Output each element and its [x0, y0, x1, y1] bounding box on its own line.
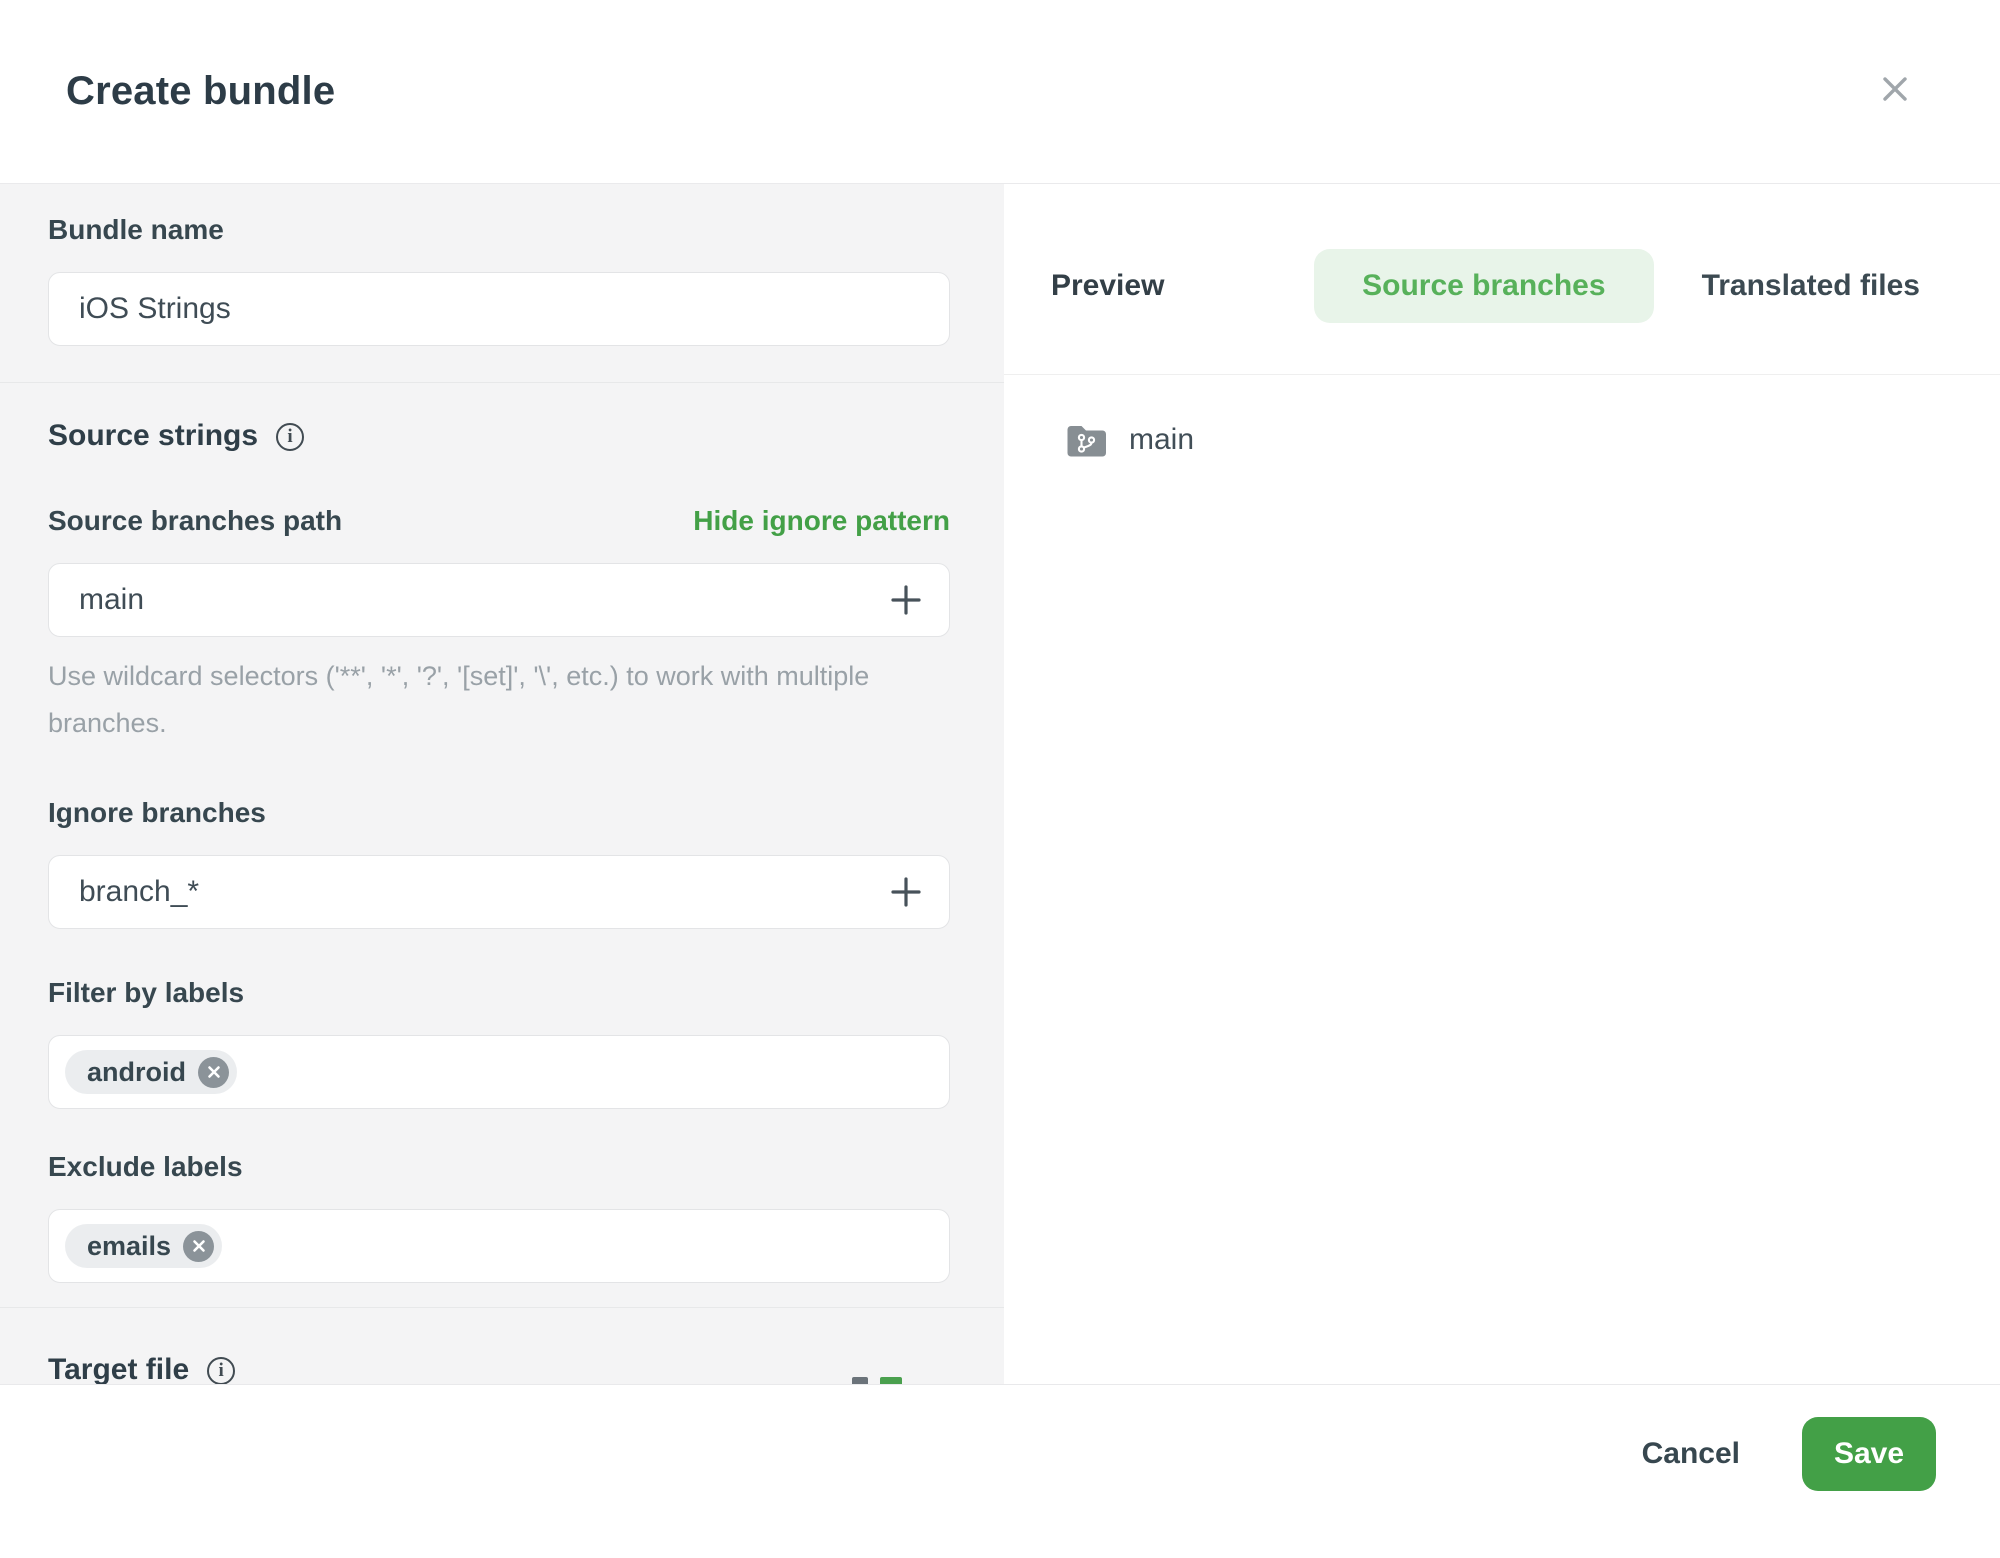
x-icon [207, 1065, 221, 1079]
add-source-branch-button[interactable] [884, 578, 928, 622]
chip-text: emails [87, 1230, 172, 1261]
remove-android-label-button[interactable] [198, 1056, 229, 1088]
modal-title: Create bundle [66, 69, 336, 113]
target-file-info-icon[interactable]: i [207, 1357, 236, 1384]
source-branches-path-label: Source branches path [48, 505, 343, 536]
modal-body: Bundle name Source strings i Source bran… [0, 184, 2000, 1385]
chip-text: android [87, 1056, 186, 1087]
preview-title: Preview [1051, 269, 1165, 302]
bundle-name-section: Bundle name [0, 184, 1004, 382]
source-strings-heading: Source strings [48, 419, 259, 452]
close-button[interactable] [1876, 70, 1914, 108]
modal-footer: Cancel Save [0, 1385, 2000, 1558]
source-strings-info-icon[interactable]: i [276, 423, 305, 451]
wildcard-help-text: Use wildcard selectors ('**', '*', '?', … [48, 661, 870, 738]
filter-by-labels-input[interactable]: android [48, 1035, 950, 1109]
folder-branch-icon [1066, 423, 1107, 457]
target-file-heading: Target file [48, 1353, 190, 1384]
preview-panel: Preview Source branches Translated files [1004, 184, 2000, 1384]
bundle-name-input[interactable] [48, 272, 950, 346]
hide-ignore-pattern-link[interactable]: Hide ignore pattern [693, 505, 950, 536]
label-chip-android: android [65, 1050, 237, 1094]
source-branches-path-input[interactable] [48, 563, 950, 637]
tab-label: Translated files [1701, 269, 1920, 302]
tab-label: Source branches [1362, 269, 1606, 302]
tab-translated-files[interactable]: Translated files [1702, 269, 1920, 303]
preview-header: Preview Source branches Translated files [1004, 184, 2000, 375]
section-divider [0, 1307, 1004, 1308]
label-chip-emails: emails [65, 1224, 223, 1268]
ignore-branches-label: Ignore branches [48, 797, 266, 828]
tab-source-branches[interactable]: Source branches [1314, 249, 1654, 323]
bundle-form-panel: Bundle name Source strings i Source bran… [0, 184, 1004, 1384]
bundle-name-label: Bundle name [48, 214, 224, 245]
save-button[interactable]: Save [1802, 1417, 1936, 1491]
plus-icon [889, 583, 923, 617]
modal-header: Create bundle [0, 0, 2000, 184]
section-divider [0, 382, 1004, 383]
preview-branch-list: main [1004, 375, 2000, 457]
clipped-content-fragment [852, 1377, 868, 1384]
exclude-labels-input[interactable]: emails [48, 1209, 950, 1283]
close-icon [1878, 72, 1912, 106]
clipped-content-fragment [880, 1377, 902, 1384]
cancel-button[interactable]: Cancel [1632, 1417, 1750, 1491]
branch-name: main [1129, 423, 1195, 456]
exclude-labels-label: Exclude labels [48, 1151, 243, 1182]
target-file-section: Target file i [0, 1308, 1004, 1384]
source-strings-section: Source strings i Source branches path Hi… [0, 383, 1004, 1307]
filter-by-labels-label: Filter by labels [48, 977, 245, 1008]
branch-list-item[interactable]: main [1066, 423, 2000, 457]
x-icon [192, 1239, 206, 1253]
plus-icon [889, 875, 923, 909]
ignore-branches-input[interactable] [48, 855, 950, 929]
add-ignore-branch-button[interactable] [884, 870, 928, 914]
remove-emails-label-button[interactable] [183, 1230, 215, 1262]
